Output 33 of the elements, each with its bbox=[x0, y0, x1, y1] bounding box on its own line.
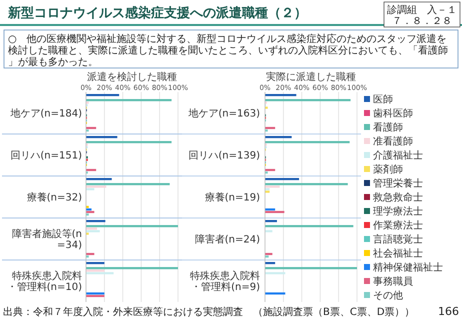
legend-label: 理学療法士 bbox=[373, 206, 423, 218]
y-tick-label: 特殊疾患入院料・管理料(n=10) bbox=[6, 270, 82, 293]
legend-label: 介護福祉士 bbox=[373, 150, 423, 162]
legend-label: 言語聴覚士 bbox=[373, 234, 423, 246]
text: ○ 他の医療機関や福祉施設等に対する、新型コロナウイルス感染症対応のためのスタッフ派遣を検討した職種と、実際に派遣した職種を聞いたところ、いずれの入院料区分においても、「看護師」が最も多かった。 bbox=[8, 33, 448, 68]
legend-label: 医師 bbox=[373, 94, 393, 106]
legend-label: 社会福祉士 bbox=[373, 248, 423, 260]
y-tick-label: 特殊疾患入院料・管理料(n=9) bbox=[190, 270, 260, 293]
y-tick-label: 回リハ(n=151) bbox=[10, 150, 82, 162]
legend-label: 救急救命士 bbox=[372, 192, 423, 204]
y-tick-label: 回リハ(n=139) bbox=[188, 150, 260, 162]
legend-label: 看護師 bbox=[373, 122, 403, 134]
legend-label: 歯科医師 bbox=[373, 108, 413, 120]
y-tick-label: 地ケア(n=184) bbox=[9, 108, 82, 120]
y-tick-label: 障害者(n=24) bbox=[194, 234, 260, 246]
legend-label: その他 bbox=[373, 290, 403, 302]
text: 166 bbox=[438, 305, 459, 318]
chart-title: 派遣を検討した職種 bbox=[87, 71, 177, 83]
y-tick-label: 障害者施設等(n=34) bbox=[12, 228, 82, 251]
chart-title: 実際に派遣した職種 bbox=[266, 71, 356, 83]
source-note: 出典：令和７年度入院・外来医療等における実態調査 （施設調査票（B票、C票、D票）） bbox=[3, 306, 415, 318]
text: ７．８．２８ bbox=[392, 16, 452, 27]
y-tick-label: 療養(n=19) bbox=[204, 192, 260, 204]
legend-label: 管理栄養士 bbox=[373, 178, 423, 190]
legend-label: 作業療法士 bbox=[372, 220, 423, 232]
legend-label: 准看護師 bbox=[373, 136, 413, 148]
text: 新型コロナウイルス感染症支援への派遣職種（２） bbox=[7, 5, 307, 21]
legend-label: 事務職員 bbox=[373, 276, 413, 288]
legend-label: 薬剤師 bbox=[373, 164, 403, 176]
y-tick-label: 地ケア(n=163) bbox=[187, 108, 260, 120]
y-tick-label: 療養(n=32) bbox=[26, 192, 82, 204]
text: 診調組 入－１ bbox=[387, 4, 457, 16]
legend-label: 精神保健福祉士 bbox=[373, 262, 443, 274]
